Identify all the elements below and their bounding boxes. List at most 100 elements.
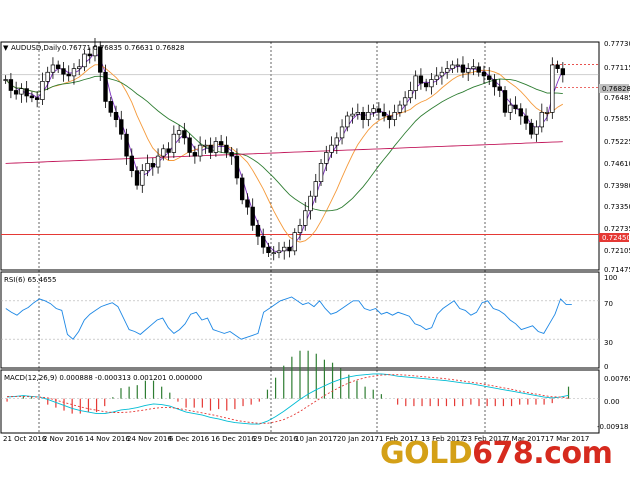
candle-body: [187, 137, 192, 153]
candle-body: [129, 155, 134, 172]
price-axis-label: 0.72735: [604, 225, 630, 233]
rsi-series: [5, 296, 572, 340]
candle-body: [255, 224, 261, 237]
candle-body: [303, 210, 308, 226]
time-axis-label: 24 Nov 2016: [127, 435, 172, 443]
candle-body: [155, 155, 161, 168]
candle-body: [387, 115, 392, 120]
candle-body: [408, 90, 413, 99]
candle-body: [376, 108, 382, 113]
macd-line: [7, 373, 569, 425]
candle-body: [56, 64, 61, 69]
time-axis-label: 23 Feb 2017: [463, 435, 507, 443]
price-axis-label: 0.76485: [604, 94, 630, 102]
candle-body: [250, 206, 255, 226]
time-axis: 21 Oct 2016 2 Nov 2016 14 Nov 2016 24 No…: [3, 435, 589, 443]
candle-body: [271, 252, 276, 255]
candle-body: [397, 104, 403, 113]
candle-body: [140, 170, 145, 186]
candle-body: [418, 75, 424, 84]
candle-body: [355, 112, 361, 115]
candle-body: [208, 144, 213, 153]
candle-body: [476, 66, 481, 73]
candle-body: [345, 115, 350, 128]
candle-body: [502, 90, 508, 113]
candle-body: [229, 152, 234, 157]
watermark-gold: GOLD: [380, 436, 473, 471]
candle-body: [560, 68, 566, 76]
time-axis-label: 7 Mar 2017: [505, 435, 545, 443]
vertical-grid: [38, 42, 486, 433]
time-axis-label: 16 Dec 2016: [211, 435, 256, 443]
candle-body: [134, 170, 140, 186]
rsi-axis-label: 0: [604, 363, 608, 371]
candle-body: [145, 163, 150, 172]
candle-body: [113, 112, 119, 120]
candle-body: [450, 64, 455, 69]
candle-body: [434, 75, 439, 80]
price-axis-label: 0.71475: [604, 266, 630, 274]
candle-body: [544, 112, 550, 114]
chart-title-arrow: ▼: [3, 44, 9, 52]
candle-body: [402, 97, 408, 106]
candle-body: [492, 79, 497, 88]
candle-body: [176, 130, 182, 135]
current-price-box: [599, 84, 629, 93]
candle-body: [245, 199, 250, 208]
candle-body: [508, 104, 513, 113]
candle-body: [413, 75, 418, 91]
rsi-axis-label: 100: [604, 274, 617, 282]
time-axis-label: 21 Oct 2016: [3, 435, 47, 443]
time-axis-label: 29 Dec 2016: [253, 435, 298, 443]
candle-body: [471, 66, 476, 69]
ma-long-line: [5, 141, 563, 164]
candle-body: [29, 95, 35, 99]
candle-body: [460, 64, 466, 73]
candle-body: [40, 81, 45, 100]
candle-body: [8, 79, 14, 91]
candle-body: [287, 246, 292, 252]
candle-body: [239, 177, 245, 201]
candle-body: [19, 88, 24, 95]
candle-body: [50, 64, 56, 73]
candle-body: [523, 115, 529, 124]
candle-body: [34, 97, 40, 100]
candle-body: [466, 68, 471, 73]
candle-body: [429, 79, 434, 88]
rsi-line: [5, 296, 572, 340]
candles: [3, 37, 566, 261]
candle-body: [82, 53, 87, 68]
candle-body: [66, 73, 71, 77]
rsi-title: RSI(6) 65.4655: [4, 276, 56, 284]
candle-body: [166, 148, 171, 153]
candle-body: [334, 137, 339, 146]
candle-body: [108, 101, 113, 113]
price-axis-label: 0.72105: [604, 247, 630, 255]
candle-body: [119, 119, 124, 135]
candle-body: [297, 224, 303, 233]
macd-title: MACD(12,26,9) 0.000888 -0.000313 0.00120…: [4, 374, 202, 382]
candle-body: [481, 71, 487, 77]
marker-price-box: [599, 233, 629, 242]
candle-body: [124, 133, 129, 157]
candle-body: [324, 152, 329, 164]
watermark-domain: 678.com: [472, 436, 613, 471]
rsi-axis-label: 70: [604, 300, 613, 308]
ohlc-values: 0.76771 0.76835 0.76631 0.76828: [62, 44, 184, 52]
candle-body: [534, 126, 539, 135]
macd-axis-label: -0.00918: [597, 423, 628, 431]
candle-body: [313, 181, 318, 197]
candle-body: [366, 112, 371, 120]
time-axis-label: 6 Dec 2016: [169, 435, 210, 443]
candle-body: [150, 163, 156, 168]
price-axis-label: 0.75855: [604, 115, 630, 123]
current-price-label: 0.76828: [602, 85, 630, 93]
candle-body: [360, 112, 366, 120]
candle-body: [98, 46, 103, 73]
candle-body: [103, 71, 108, 102]
